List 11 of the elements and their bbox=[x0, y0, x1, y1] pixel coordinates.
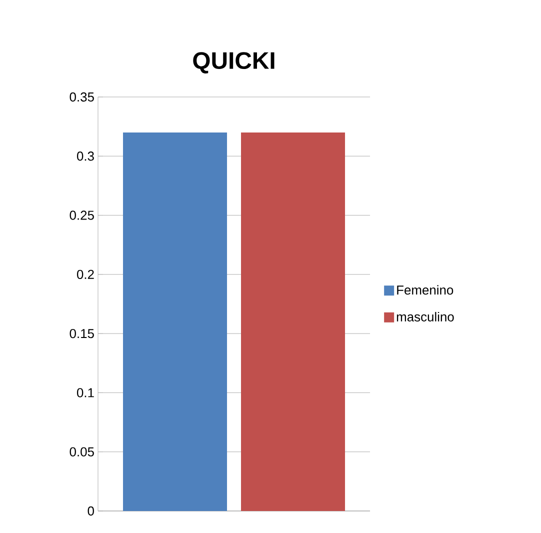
y-tick-label: 0.3 bbox=[76, 152, 94, 161]
legend-label: masculino bbox=[396, 312, 454, 322]
y-tick-label: 0.15 bbox=[70, 328, 94, 338]
y-tick-label: 0.2 bbox=[76, 270, 94, 279]
y-tick-label: 0.05 bbox=[70, 447, 94, 456]
y-tick-label: 0.35 bbox=[70, 92, 94, 102]
chart-title: QUICKI bbox=[193, 52, 274, 74]
y-tick-label: 0 bbox=[88, 506, 94, 516]
legend-label: Femenino bbox=[397, 285, 454, 295]
y-tick-label: 0.25 bbox=[70, 210, 94, 220]
y-tick-label: 0.1 bbox=[76, 388, 94, 398]
